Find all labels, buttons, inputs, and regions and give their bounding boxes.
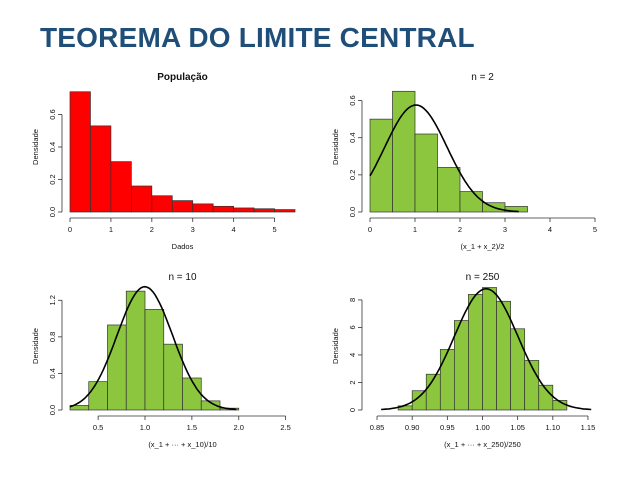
y-tick-label: 0.0 — [48, 207, 57, 217]
y-tick-label: 0.4 — [48, 368, 57, 378]
x-tick-label: 3 — [503, 225, 507, 234]
y-axis-label: Densidade — [31, 328, 40, 364]
histogram-bar — [437, 167, 461, 213]
histogram-n250: n = 250 0.85 0.90 0.95 1.00 1.05 1.10 1.15 (x_1 … — [331, 272, 596, 449]
x-tick-label: 0.95 — [440, 423, 455, 432]
x-tick-label: 5 — [272, 225, 276, 234]
chart-title: n = 10 — [168, 272, 197, 283]
x-axis-label: (x_1 + ··· + x_10)/10 — [148, 440, 216, 449]
histogram-bar — [88, 381, 108, 411]
histogram-bar — [454, 320, 469, 411]
histogram-bar — [151, 195, 173, 213]
histogram-bar — [482, 287, 497, 411]
x-tick-label: 4 — [548, 225, 552, 234]
chart-title: n = 2 — [471, 72, 494, 83]
histogram-bar — [233, 207, 255, 213]
x-tick-label: 0.85 — [370, 423, 385, 432]
histogram-bar — [496, 300, 511, 411]
histogram-bar — [131, 185, 153, 213]
x-axis-label: (x_1 + ··· + x_250)/250 — [444, 440, 521, 449]
histogram-bar — [182, 377, 202, 411]
histogram-bar — [212, 205, 234, 213]
histogram-bar — [459, 191, 483, 213]
y-tick-label: 0.0 — [348, 207, 357, 217]
x-tick-label: 1.05 — [510, 423, 525, 432]
y-tick-label: 0.0 — [48, 405, 57, 415]
histogram-bar — [538, 384, 554, 411]
y-tick-label: 8 — [348, 298, 357, 302]
y-tick-label: 0.2 — [48, 174, 57, 184]
y-axis-label: Densidade — [331, 129, 340, 165]
histogram-bar — [274, 209, 296, 213]
y-tick-label: 0.4 — [348, 132, 357, 142]
x-tick-label: 1 — [413, 225, 417, 234]
x-tick-label: 2 — [150, 225, 154, 234]
histogram-bar — [163, 343, 183, 411]
y-tick-label: 2 — [348, 380, 357, 384]
histogram-bar — [171, 200, 194, 213]
x-tick-label: 2.0 — [234, 423, 244, 432]
y-axis-label: Densidade — [331, 328, 340, 364]
y-tick-label: 4 — [348, 353, 357, 357]
x-tick-label: 1 — [109, 225, 113, 234]
histogram-bar — [90, 125, 112, 213]
y-tick-label: 6 — [348, 325, 357, 329]
histogram-bar — [144, 309, 165, 411]
x-tick-label: 5 — [593, 225, 597, 234]
chart-title: n = 250 — [466, 272, 500, 283]
y-tick-label: 0.2 — [348, 170, 357, 180]
histogram-n2: n = 2 0 1 2 3 4 5 (x_1 + x_2)/2 0.0 0.2 0.4 0.6 Dens… — [331, 72, 597, 251]
x-tick-label: 0.5 — [93, 423, 103, 432]
histogram-bar — [110, 161, 132, 213]
histogram-bar — [192, 203, 214, 213]
histogram-n10: n = 10 0.5 1.0 1.5 2.0 2.5 (x_1 + ··· + x_10)/… — [31, 272, 291, 449]
normal-curve — [369, 104, 519, 213]
normal-curve — [381, 287, 592, 411]
y-tick-label: 0.8 — [48, 332, 57, 342]
x-tick-label: 1.10 — [546, 423, 561, 432]
x-tick-label: 2.5 — [280, 423, 290, 432]
y-axis-label: Densidade — [31, 129, 40, 165]
y-tick-label: 0.6 — [348, 95, 357, 105]
x-tick-label: 1.00 — [475, 423, 490, 432]
x-tick-label: 3 — [191, 225, 195, 234]
y-tick-label: 1.2 — [48, 295, 57, 305]
x-tick-label: 0.90 — [405, 423, 420, 432]
x-tick-label: 0 — [368, 225, 372, 234]
x-tick-label: 1.0 — [140, 423, 150, 432]
histogram-bar — [253, 208, 275, 213]
histogram-bar — [468, 294, 483, 411]
x-tick-label: 1.5 — [187, 423, 197, 432]
histogram-bar — [510, 328, 526, 411]
histogram-bar — [439, 349, 455, 411]
x-tick-label: 0 — [68, 225, 72, 234]
histogram-bar — [200, 400, 221, 411]
normal-curve — [69, 285, 237, 411]
histogram-bar — [69, 91, 91, 213]
x-tick-label: 1.15 — [581, 423, 596, 432]
y-tick-label: 0.6 — [48, 109, 57, 119]
histogram-bar — [392, 90, 416, 213]
histogram-bar — [414, 133, 438, 213]
histogram-population: População 0 1 2 3 4 5 Dados 0.0 0.2 0.4 0.6 Densidad… — [31, 72, 296, 251]
y-tick-label: 0 — [348, 408, 357, 412]
x-axis-label: Dados — [172, 242, 194, 251]
x-tick-label: 2 — [458, 225, 462, 234]
y-tick-label: 0.4 — [48, 142, 57, 152]
x-axis-label: (x_1 + x_2)/2 — [461, 242, 505, 251]
histogram-bar — [369, 118, 393, 213]
page-title: TEOREMA DO LIMITE CENTRAL — [40, 22, 475, 53]
histogram-bar — [125, 290, 146, 411]
chart-title: População — [157, 72, 208, 83]
x-tick-label: 4 — [232, 225, 236, 234]
